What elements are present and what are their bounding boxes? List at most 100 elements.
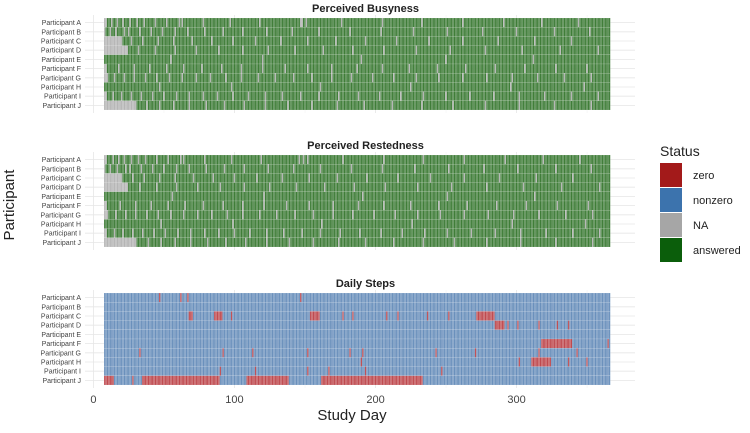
tile-answered bbox=[533, 173, 534, 182]
tile-answered bbox=[293, 46, 294, 55]
tile-answered bbox=[569, 55, 570, 64]
tile-answered bbox=[452, 46, 453, 55]
tile-answered bbox=[279, 55, 280, 64]
tile-answered bbox=[433, 183, 434, 192]
tile-answered bbox=[241, 155, 242, 164]
tile-answered bbox=[263, 82, 264, 91]
tile-answered bbox=[421, 183, 422, 192]
tile-answered bbox=[465, 73, 466, 82]
tile-answered bbox=[136, 64, 137, 73]
tile-answered bbox=[120, 92, 121, 101]
tile-answered bbox=[189, 55, 190, 64]
tile-NA bbox=[410, 82, 411, 91]
tile-answered bbox=[349, 82, 350, 91]
tile-answered bbox=[426, 101, 427, 110]
tile-answered bbox=[122, 36, 123, 45]
tile-answered bbox=[176, 55, 177, 64]
tile-answered bbox=[213, 73, 214, 82]
tile-answered bbox=[117, 27, 118, 36]
tile-answered bbox=[475, 36, 476, 45]
tile-answered bbox=[464, 36, 465, 45]
tile-answered bbox=[128, 173, 129, 182]
tile-answered bbox=[462, 64, 463, 73]
tile-NA bbox=[113, 183, 114, 192]
tile-answered bbox=[520, 73, 521, 82]
tile-answered bbox=[485, 64, 486, 73]
tile-answered bbox=[547, 55, 548, 64]
tile-answered bbox=[258, 36, 259, 45]
tile-answered bbox=[572, 73, 573, 82]
tile-answered bbox=[502, 173, 503, 182]
tile-answered bbox=[548, 164, 549, 173]
tile-answered bbox=[330, 173, 331, 182]
tile-answered bbox=[348, 164, 349, 173]
tile-answered bbox=[466, 164, 467, 173]
tile-answered bbox=[558, 155, 559, 164]
tile-answered bbox=[244, 173, 245, 182]
tile-answered bbox=[186, 55, 187, 64]
tile-answered bbox=[478, 18, 479, 27]
tile-answered bbox=[574, 92, 575, 101]
tile-answered bbox=[457, 92, 458, 101]
tile-answered bbox=[452, 173, 453, 182]
tile-answered bbox=[335, 55, 336, 64]
tile-answered bbox=[519, 27, 520, 36]
tile-answered bbox=[148, 101, 149, 110]
tile-answered bbox=[320, 92, 321, 101]
tile-answered bbox=[373, 64, 374, 73]
tile-answered bbox=[530, 155, 531, 164]
tile-answered bbox=[173, 183, 174, 192]
tile-answered bbox=[380, 92, 381, 101]
tile-answered bbox=[328, 101, 329, 110]
tile-answered bbox=[348, 64, 349, 73]
tile-answered bbox=[517, 64, 518, 73]
tile-answered bbox=[152, 36, 153, 45]
tile-answered bbox=[304, 173, 305, 182]
tile-answered bbox=[567, 64, 568, 73]
tile-NA bbox=[189, 164, 190, 173]
tile-answered bbox=[520, 101, 521, 110]
tile-answered bbox=[527, 101, 528, 110]
tile-answered bbox=[238, 36, 239, 45]
tile-answered bbox=[435, 18, 436, 27]
tile-answered bbox=[602, 173, 603, 182]
tile-answered bbox=[182, 46, 183, 55]
tile-answered bbox=[213, 101, 214, 110]
tile-answered bbox=[242, 82, 243, 91]
tile-NA bbox=[108, 101, 109, 110]
tile-answered bbox=[399, 27, 400, 36]
tile-answered bbox=[340, 73, 341, 82]
tile-answered bbox=[365, 173, 366, 182]
tile-answered bbox=[245, 164, 246, 173]
tile-answered bbox=[450, 164, 451, 173]
tile-answered bbox=[365, 164, 366, 173]
tile-answered bbox=[349, 36, 350, 45]
tile-answered bbox=[141, 64, 142, 73]
tile-answered bbox=[191, 164, 192, 173]
tile-NA bbox=[132, 101, 133, 110]
tile-answered bbox=[514, 82, 515, 91]
tile-answered bbox=[447, 173, 448, 182]
tile-answered bbox=[569, 92, 570, 101]
tile-answered bbox=[461, 82, 462, 91]
tile-answered bbox=[314, 36, 315, 45]
tile-NA bbox=[430, 173, 431, 182]
tile-answered bbox=[108, 73, 109, 82]
tile-answered bbox=[379, 155, 380, 164]
tile-answered bbox=[560, 73, 561, 82]
tile-answered bbox=[327, 101, 328, 110]
tile-answered bbox=[272, 73, 273, 82]
tile-answered bbox=[426, 36, 427, 45]
tile-answered bbox=[576, 82, 577, 91]
tile-answered bbox=[534, 55, 535, 64]
tile-answered bbox=[232, 155, 233, 164]
tile-answered bbox=[527, 27, 528, 36]
tile-answered bbox=[175, 183, 176, 192]
tile-answered bbox=[569, 64, 570, 73]
tile-answered bbox=[183, 183, 184, 192]
tile-answered bbox=[117, 64, 118, 73]
tile-answered bbox=[234, 155, 235, 164]
tile-answered bbox=[402, 64, 403, 73]
tile-answered bbox=[235, 46, 236, 55]
tile-answered bbox=[349, 18, 350, 27]
